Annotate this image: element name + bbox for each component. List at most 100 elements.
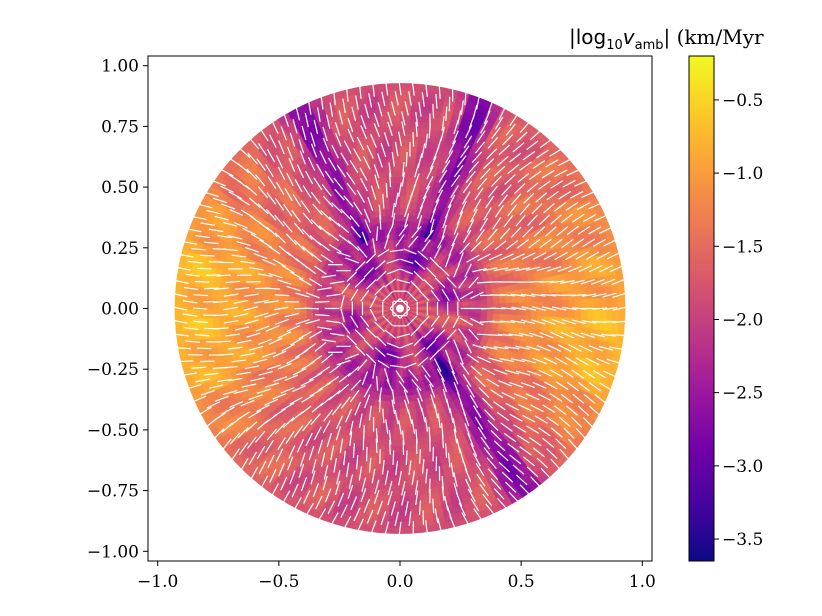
disk-cell	[205, 298, 213, 310]
disk-cell	[343, 305, 351, 310]
disk-cell	[399, 189, 407, 197]
disk-cell	[574, 297, 582, 309]
quiver-arrow	[412, 132, 415, 147]
disk-cell	[399, 220, 405, 228]
disk-cell	[212, 317, 220, 330]
disk-cell	[398, 107, 411, 115]
disk-cell	[349, 305, 357, 310]
disk-cell	[399, 201, 406, 209]
disk-cell	[399, 483, 411, 491]
disk-cell	[399, 207, 406, 215]
disk-cell	[587, 297, 595, 309]
disk-cell	[593, 296, 601, 309]
disk-cell	[392, 433, 401, 441]
disk-cell	[199, 287, 208, 300]
disk-cell	[599, 296, 607, 309]
disk-cell	[580, 287, 588, 300]
disk-cell	[618, 295, 626, 309]
disk-cell	[274, 301, 282, 310]
disk-cell	[393, 427, 401, 435]
disk-cell	[193, 308, 201, 321]
disk-cell	[199, 308, 207, 321]
disk-cell	[406, 151, 417, 160]
disk-cell	[511, 313, 520, 322]
disk-cell	[399, 458, 410, 466]
disk-cell	[399, 214, 406, 222]
disk-cell	[399, 521, 413, 529]
disk-cell	[387, 88, 401, 96]
disk-cell	[392, 439, 401, 447]
disk-cell	[409, 107, 422, 116]
disk-cell	[555, 298, 564, 309]
disk-cell	[405, 182, 414, 191]
disk-cell	[180, 296, 188, 310]
disk-cell	[249, 308, 257, 318]
disk-cell	[406, 164, 416, 172]
disk-cell	[186, 297, 195, 310]
disk-cell	[355, 305, 363, 309]
disk-cell	[592, 317, 601, 330]
disk-cell	[612, 295, 620, 309]
disk-cell	[382, 464, 393, 472]
disk-cell	[383, 457, 394, 466]
disk-cell	[268, 301, 276, 310]
disk-cell	[399, 496, 412, 504]
disk-cell	[399, 464, 410, 472]
disk-cell	[205, 287, 214, 300]
disk-cell	[406, 170, 415, 178]
disk-cell	[580, 297, 589, 309]
disk-cell	[383, 451, 394, 460]
disk-cell	[598, 317, 607, 331]
disk-cell	[205, 318, 214, 330]
disk-cell	[409, 495, 422, 503]
disk-cell	[395, 383, 401, 391]
disk-cell	[362, 306, 370, 309]
disk-cell	[406, 157, 417, 166]
disk-cell	[408, 113, 421, 122]
disk-cell	[318, 303, 326, 310]
disk-cell	[211, 298, 220, 310]
disk-cell	[392, 176, 401, 184]
disk-cell	[386, 83, 401, 90]
disk-cell	[399, 195, 407, 203]
disk-cell	[205, 308, 213, 320]
disk-cell	[409, 488, 421, 497]
disk-cell	[395, 377, 401, 385]
disk-cell	[174, 308, 182, 322]
disk-cell	[224, 308, 232, 319]
disk-cell	[388, 514, 402, 523]
disk-cell	[387, 94, 401, 103]
quiver-arrow	[418, 449, 422, 464]
quiver-arrow	[392, 450, 395, 466]
disk-cell	[398, 83, 413, 90]
quiver-arrow	[405, 151, 408, 167]
disk-cell	[230, 290, 239, 301]
disk-cell	[618, 307, 626, 321]
disk-cell	[394, 402, 401, 410]
disk-cell	[287, 302, 295, 310]
quiver-arrow	[375, 438, 378, 454]
disk-cell	[374, 306, 382, 309]
disk-cell	[237, 291, 245, 302]
disk-cell	[384, 445, 394, 453]
disk-cell	[218, 298, 226, 310]
disk-cell	[199, 297, 207, 310]
disk-cell	[399, 527, 414, 534]
disk-cell	[368, 306, 376, 309]
disk-cell	[391, 170, 401, 178]
disk-cell	[408, 482, 421, 491]
disk-cell	[568, 298, 576, 309]
disk-cell	[211, 308, 220, 320]
disk-cell	[399, 145, 409, 153]
disk-cell	[395, 389, 401, 397]
disk-cell	[390, 145, 401, 153]
disk-cell	[586, 317, 595, 330]
quiver-arrow	[385, 183, 388, 198]
disk-cell	[394, 395, 401, 403]
disk-cell	[387, 420, 395, 428]
disk-cell	[212, 288, 220, 301]
disk-cell	[408, 120, 420, 128]
disk-cell	[573, 288, 582, 300]
quiver-arrow	[379, 397, 381, 413]
